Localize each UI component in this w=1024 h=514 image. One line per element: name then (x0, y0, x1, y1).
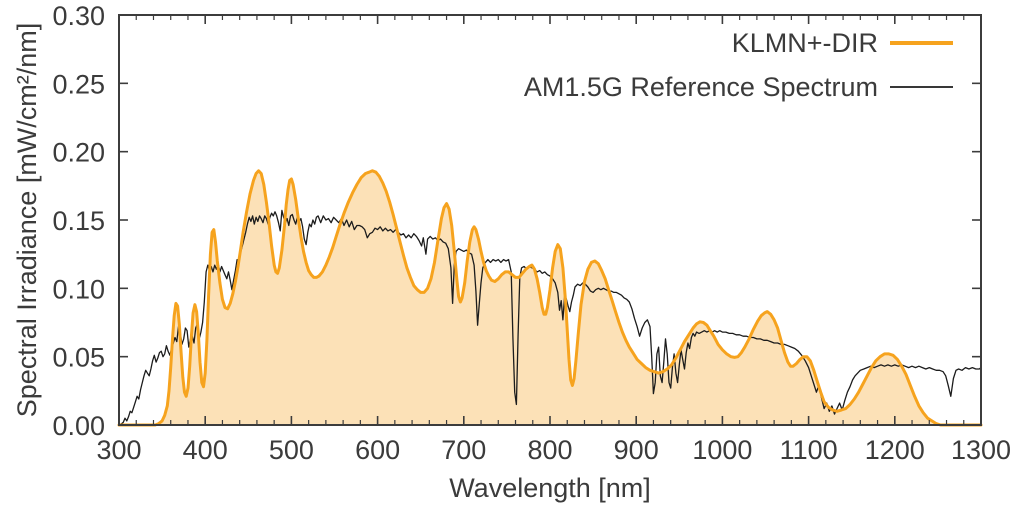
legend-item-am15g: AM1.5G Reference Spectrum (524, 72, 953, 102)
x-tick-labels: 300 400 500 600 700 800 900 1000 1100 1200 1300 (96, 435, 1011, 465)
x-tick-label: 1000 (692, 435, 752, 465)
x-tick-label: 700 (441, 435, 486, 465)
klmn-dir-curve (117, 169, 983, 427)
x-tick-label: 1300 (951, 435, 1011, 465)
legend-label-klmn-dir: KLMN+-DIR (732, 28, 878, 58)
legend: KLMN+-DIR AM1.5G Reference Spectrum (524, 28, 953, 102)
x-tick-label: 600 (355, 435, 400, 465)
y-tick-label: 0.25 (52, 69, 105, 99)
x-tick-label: 1100 (780, 435, 838, 465)
x-tick-label: 300 (96, 435, 141, 465)
y-axis-title: Spectral Irradiance [mW/cm²/nm] (12, 23, 42, 418)
y-tick-label: 0.20 (52, 138, 105, 168)
legend-label-am15g: AM1.5G Reference Spectrum (524, 72, 878, 102)
legend-item-klmn-dir: KLMN+-DIR (732, 28, 953, 58)
x-tick-label: 1200 (865, 435, 925, 465)
series-klmn-dir-line (117, 169, 983, 427)
y-tick-labels: 0.00 0.05 0.10 0.15 0.20 0.25 0.30 (52, 1, 105, 441)
x-tick-label: 400 (183, 435, 228, 465)
x-tick-label: 800 (527, 435, 572, 465)
y-tick-label: 0.30 (52, 1, 105, 31)
y-tick-label: 0.15 (52, 206, 105, 236)
y-tick-label: 0.05 (52, 343, 105, 373)
axis-ticks (118, 14, 982, 426)
x-tick-label: 500 (269, 435, 314, 465)
am15g-curve (118, 209, 982, 426)
x-tick-label: 900 (614, 435, 659, 465)
y-tick-label: 0.00 (52, 411, 105, 441)
y-tick-label: 0.10 (52, 274, 105, 304)
series-am15g-line (118, 209, 982, 426)
x-axis-title: Wavelength [nm] (449, 473, 651, 503)
